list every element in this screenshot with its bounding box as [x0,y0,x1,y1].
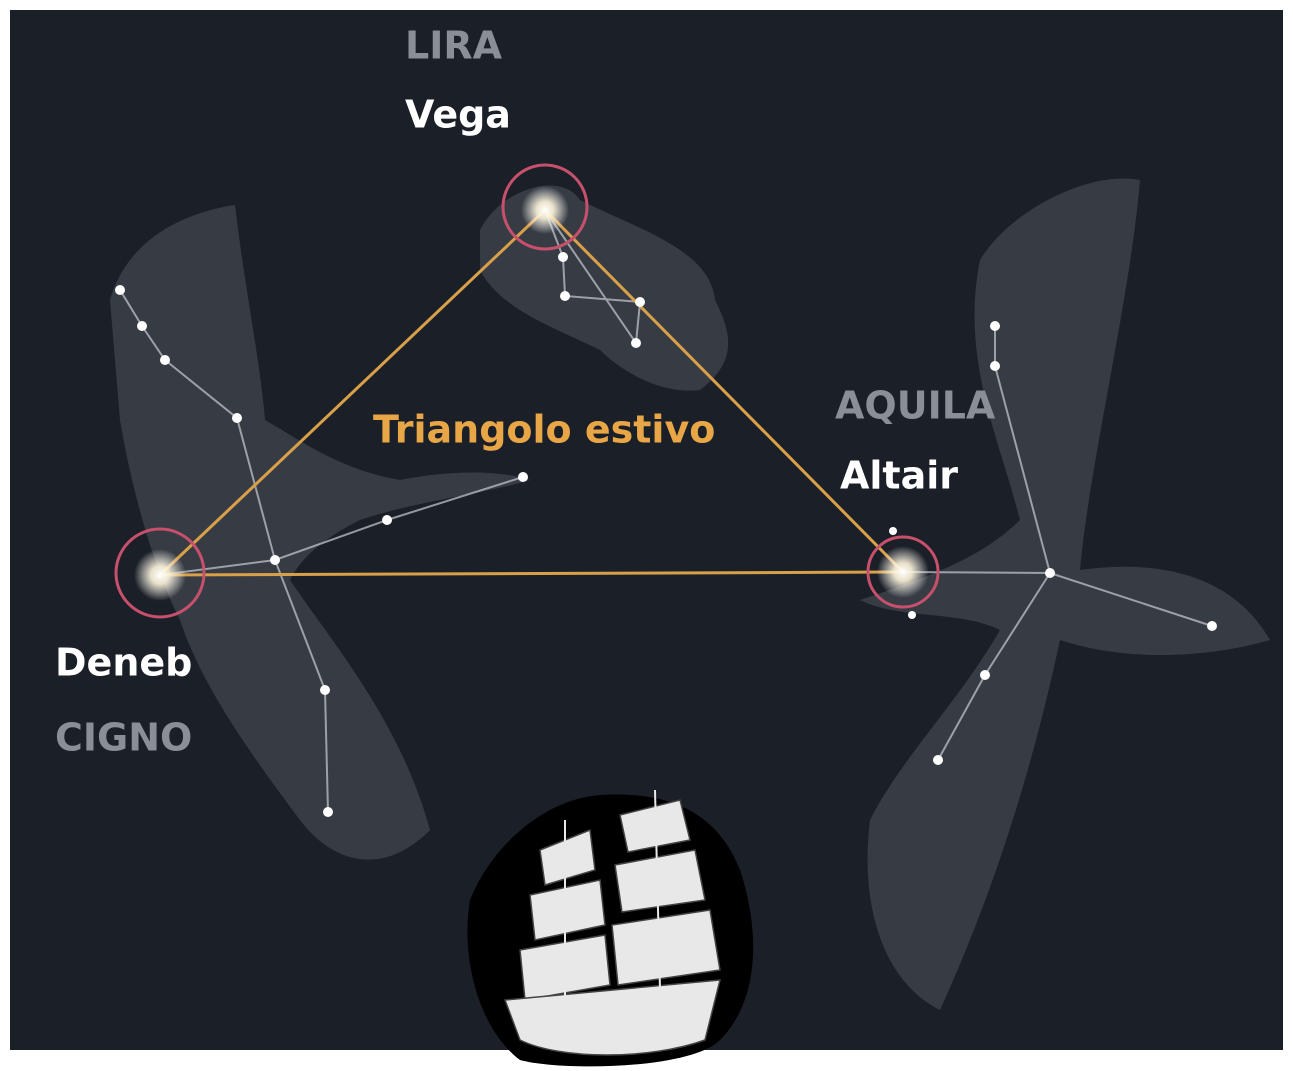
star [990,321,1000,331]
star [560,291,570,301]
star [160,355,170,365]
star [270,555,280,565]
star [908,611,916,619]
star-label: Vega [405,93,511,137]
star [980,670,990,680]
star-label: Altair [840,454,958,498]
asterism-label: Triangolo estivo [373,408,715,452]
star [558,252,568,262]
star [635,297,645,307]
star [1045,568,1055,578]
star [990,361,1000,371]
star [232,413,242,423]
star-map: LIRA Vega AQUILA Altair CIGNO Deneb Tria… [0,0,1293,1071]
star [933,755,943,765]
star [1207,621,1217,631]
star [889,527,897,535]
star-label: Deneb [55,641,192,685]
vega-star [521,186,569,234]
star [320,685,330,695]
deneb-star [134,549,186,601]
star [323,807,333,817]
star [137,321,147,331]
altair-star [877,546,929,598]
star [115,285,125,295]
constellation-label: AQUILA [835,384,996,428]
constellation-label: LIRA [405,24,503,68]
star [518,472,528,482]
constellation-label: CIGNO [55,716,192,760]
page: {"constellations": [ {"name": "LIRA", "s… [0,0,1293,1071]
star [631,338,641,348]
star [382,515,392,525]
